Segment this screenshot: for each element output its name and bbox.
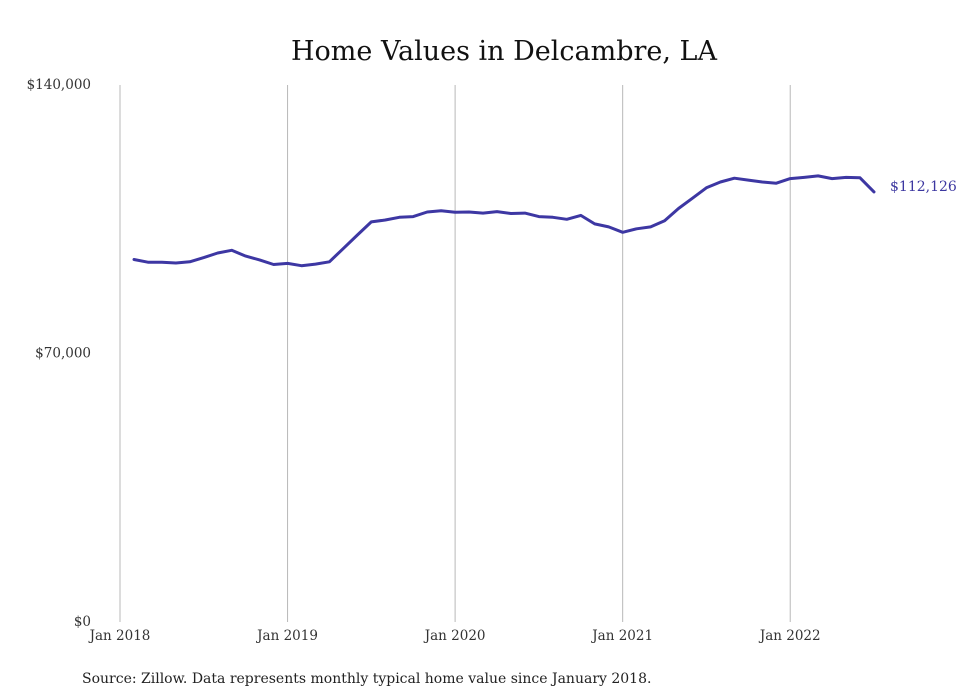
data-point-2018-12 [272, 263, 275, 266]
chart-title: Home Values in Delcambre, LA [291, 36, 717, 67]
x-tick-label: Jan 2018 [88, 628, 151, 644]
data-point-2019-10 [412, 215, 415, 218]
data-point-2020-02 [468, 211, 471, 214]
data-point-2018-11 [258, 258, 261, 261]
data-point-2020-08 [551, 216, 554, 219]
x-tick-label: Jan 2021 [590, 628, 653, 644]
y-tick-label: $70,000 [35, 346, 91, 362]
data-point-2021-11 [761, 181, 764, 184]
data-point-2019-09 [398, 216, 401, 219]
data-point-2019-12 [440, 209, 443, 212]
data-point-2019-01 [286, 262, 289, 265]
data-point-2018-10 [244, 255, 247, 258]
data-point-2018-04 [160, 261, 163, 264]
end-value-label: $112,126 [890, 179, 957, 195]
data-point-2020-12 [607, 225, 610, 228]
data-point-2021-04 [663, 219, 666, 222]
data-point-2019-11 [426, 211, 429, 214]
data-point-2019-02 [300, 264, 303, 267]
data-point-2021-12 [775, 182, 778, 185]
data-point-2021-10 [747, 179, 750, 182]
data-point-2020-10 [579, 214, 582, 217]
data-point-2018-07 [202, 256, 205, 259]
y-axis: $0 $70,000 $140,000 [27, 77, 91, 630]
data-point-2020-03 [482, 212, 485, 215]
data-point-2022-07 [873, 190, 876, 193]
x-tick-label: Jan 2020 [423, 628, 486, 644]
data-point-2019-08 [384, 219, 387, 222]
data-point-2020-06 [523, 212, 526, 215]
data-point-2019-07 [370, 220, 373, 223]
data-point-2022-04 [831, 177, 834, 180]
data-point-2021-06 [691, 197, 694, 200]
data-point-2021-05 [677, 207, 680, 210]
data-point-2020-11 [593, 222, 596, 225]
data-point-2021-07 [705, 186, 708, 189]
source-note: Source: Zillow. Data represents monthly … [82, 671, 651, 687]
data-point-2018-05 [174, 262, 177, 265]
data-point-2021-01 [621, 231, 624, 234]
data-point-2019-04 [328, 260, 331, 263]
data-point-2022-03 [817, 174, 820, 177]
y-tick-label: $140,000 [27, 77, 91, 93]
data-point-2021-02 [635, 227, 638, 230]
data-point-2020-07 [537, 215, 540, 218]
data-point-2019-05 [342, 247, 345, 250]
data-point-2018-09 [230, 249, 233, 252]
y-tick-label: $0 [74, 614, 91, 630]
series-line-home-value [132, 174, 876, 268]
data-point-2019-03 [314, 263, 317, 266]
data-point-2020-05 [510, 212, 513, 215]
data-point-2018-03 [146, 261, 149, 264]
data-point-2021-03 [649, 225, 652, 228]
x-tick-label: Jan 2019 [255, 628, 318, 644]
data-point-2022-02 [803, 176, 806, 179]
data-point-2018-02 [133, 258, 136, 261]
data-point-2021-09 [733, 177, 736, 180]
x-tick-label: Jan 2022 [758, 628, 821, 644]
data-point-2020-01 [454, 211, 457, 214]
data-point-2022-06 [859, 176, 862, 179]
data-point-2018-06 [188, 260, 191, 263]
x-axis: Jan 2018 Jan 2019 Jan 2020 Jan 2021 Jan 2022 [88, 628, 821, 644]
data-point-2020-09 [565, 218, 568, 221]
data-point-2018-08 [216, 252, 219, 255]
data-point-2022-01 [789, 177, 792, 180]
data-point-2019-06 [356, 234, 359, 237]
data-point-2021-08 [719, 181, 722, 184]
gridlines [119, 85, 791, 622]
data-point-2020-04 [496, 210, 499, 213]
data-point-2022-05 [845, 176, 848, 179]
data-points [133, 174, 876, 267]
